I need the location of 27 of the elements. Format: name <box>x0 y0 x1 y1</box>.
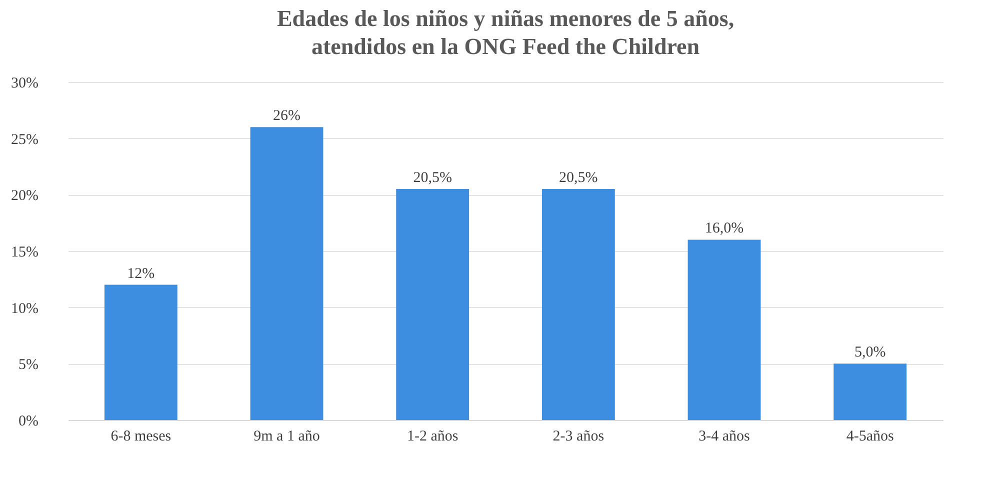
bar <box>396 189 470 420</box>
x-tick-label: 1-2 años <box>406 428 458 444</box>
data-label: 20,5% <box>413 170 452 186</box>
data-label: 16,0% <box>704 220 744 237</box>
x-tick-label: 6-8 meses <box>110 428 172 444</box>
y-tick-label: 15% <box>11 244 38 260</box>
data-label: 12% <box>127 266 155 282</box>
y-tick-label: 10% <box>11 300 38 317</box>
bar <box>834 364 907 420</box>
bar <box>250 127 324 420</box>
y-tick-label: 25% <box>11 132 38 148</box>
x-tick-label: 3-4 años <box>698 428 750 444</box>
x-tick-label: 2-3 años <box>552 428 604 444</box>
y-tick-label: 0% <box>18 414 38 430</box>
data-label: 26% <box>273 108 300 124</box>
bar <box>104 284 178 420</box>
text: atendidos en la ONG Feed the Children <box>311 34 700 59</box>
x-tick-label: 9m a 1 año <box>254 428 320 444</box>
bar <box>542 189 615 420</box>
y-tick-label: 5% <box>18 357 38 374</box>
data-label: 20,5% <box>559 170 598 186</box>
y-tick-label: 30% <box>11 76 38 92</box>
bar <box>688 240 761 420</box>
y-tick-label: 20% <box>11 188 38 204</box>
data-label: 5,0% <box>854 344 886 361</box>
text: Edades de los niños y niñas menores de 5 años, <box>276 6 734 31</box>
x-tick-label: 4-5años <box>846 428 894 444</box>
